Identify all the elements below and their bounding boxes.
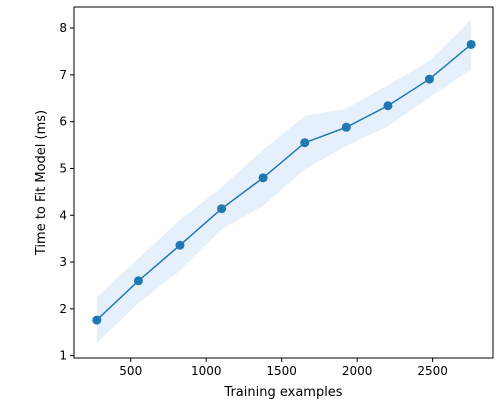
x-axis-ticks: 500 1000 1500 2000 2500 bbox=[119, 358, 448, 378]
data-point bbox=[258, 173, 268, 183]
y-tick-label: 7 bbox=[59, 68, 67, 82]
data-point bbox=[175, 240, 185, 250]
y-axis-ticks: 1 2 3 4 5 6 7 8 bbox=[59, 21, 74, 363]
confidence-band bbox=[96, 19, 472, 344]
data-point bbox=[133, 276, 143, 286]
y-tick-label: 6 bbox=[59, 115, 67, 129]
x-tick-label: 2500 bbox=[417, 364, 448, 378]
data-point bbox=[383, 101, 393, 111]
y-tick-label: 1 bbox=[59, 349, 67, 363]
data-point bbox=[466, 39, 476, 49]
data-point bbox=[424, 74, 434, 84]
y-tick-label: 5 bbox=[59, 161, 67, 175]
series-line bbox=[96, 43, 472, 321]
y-tick-label: 4 bbox=[59, 208, 67, 222]
series-line-layer bbox=[96, 43, 472, 321]
data-point bbox=[300, 138, 310, 148]
y-axis-label: Time to Fit Model (ms) bbox=[34, 110, 49, 256]
data-point bbox=[341, 122, 351, 132]
confidence-band-layer bbox=[96, 19, 472, 344]
x-tick-label: 2000 bbox=[342, 364, 373, 378]
y-tick-label: 8 bbox=[59, 21, 67, 35]
plot-area-frame bbox=[73, 6, 494, 359]
y-tick-label: 2 bbox=[59, 302, 67, 316]
x-tick-label: 500 bbox=[119, 364, 142, 378]
x-tick-label: 1000 bbox=[191, 364, 222, 378]
x-axis-label: Training examples bbox=[223, 385, 342, 400]
data-point bbox=[92, 315, 102, 325]
series-point-layer bbox=[92, 39, 476, 325]
y-tick-label: 3 bbox=[59, 255, 67, 269]
data-point bbox=[217, 204, 227, 214]
x-tick-label: 1500 bbox=[266, 364, 297, 378]
